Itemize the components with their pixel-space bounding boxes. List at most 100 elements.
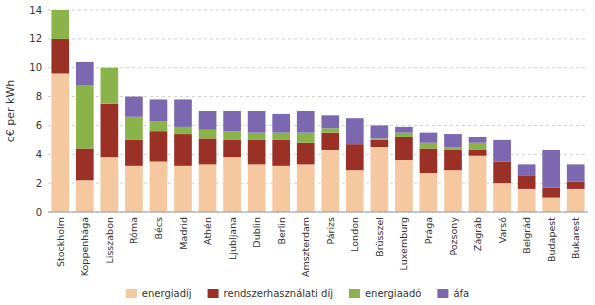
bar-segment bbox=[76, 62, 94, 85]
x-axis-line bbox=[48, 212, 588, 213]
bar-segment bbox=[444, 170, 462, 212]
bar-segment bbox=[493, 162, 511, 184]
bar-segment bbox=[371, 138, 389, 139]
bar-segment bbox=[297, 133, 315, 143]
bar-segment bbox=[272, 140, 290, 166]
bar-segment bbox=[51, 10, 69, 39]
bar-segment bbox=[174, 166, 192, 212]
x-tick-label: Athén bbox=[202, 217, 213, 245]
y-tick-label: 2 bbox=[36, 178, 42, 189]
bar-segment bbox=[125, 166, 143, 212]
bar-segment bbox=[542, 187, 560, 197]
bar-segment bbox=[199, 111, 217, 130]
x-tick-label: Stockholm bbox=[55, 217, 66, 267]
bar-segment bbox=[346, 170, 364, 212]
bar-segment bbox=[223, 157, 241, 212]
bar-segment bbox=[346, 118, 364, 144]
legend-label: energiaadó bbox=[365, 288, 421, 299]
bar-segment bbox=[444, 147, 462, 150]
bar-segment bbox=[76, 149, 94, 181]
bars bbox=[51, 10, 584, 212]
legend: energiadíjrendszerhasználati díjenergiaa… bbox=[126, 288, 469, 299]
legend-swatch bbox=[208, 289, 219, 298]
legend-label: energiadíj bbox=[142, 288, 192, 299]
bar-segment bbox=[321, 115, 339, 128]
bar-segment bbox=[371, 147, 389, 212]
bar-segment bbox=[346, 144, 364, 170]
bar-segment bbox=[125, 140, 143, 166]
bar-segment bbox=[51, 73, 69, 212]
bar-segment bbox=[469, 143, 487, 150]
bar-segment bbox=[297, 111, 315, 133]
bar-segment bbox=[420, 133, 438, 143]
x-tick-label: Budapest bbox=[546, 217, 557, 262]
bar-segment bbox=[420, 149, 438, 174]
bar-segment bbox=[395, 160, 413, 212]
x-tick-label: Brüsszel bbox=[374, 217, 385, 257]
bar-segment bbox=[272, 114, 290, 133]
bar-segment bbox=[444, 150, 462, 170]
x-tick-label: Zágráb bbox=[472, 217, 483, 251]
y-axis: 02468101214 bbox=[29, 5, 42, 218]
bar-segment bbox=[567, 164, 585, 181]
y-tick-label: 6 bbox=[36, 120, 42, 131]
bar-segment bbox=[248, 164, 266, 212]
bar-segment bbox=[493, 183, 511, 212]
bar-segment bbox=[297, 143, 315, 165]
bar-segment bbox=[248, 111, 266, 133]
bar-segment bbox=[321, 128, 339, 132]
y-tick-label: 4 bbox=[36, 149, 42, 160]
x-tick-label: Luxemburg bbox=[398, 217, 409, 270]
bar-segment bbox=[395, 133, 413, 137]
grid-line bbox=[48, 38, 588, 39]
y-tick-label: 0 bbox=[36, 207, 42, 218]
bar-segment bbox=[174, 99, 192, 126]
bar-segment bbox=[321, 133, 339, 150]
bar-segment bbox=[101, 67, 119, 68]
x-tick-label: Amszterdam bbox=[300, 217, 311, 277]
bar-segment bbox=[395, 137, 413, 160]
bar-segment bbox=[542, 150, 560, 188]
bar-segment bbox=[150, 162, 168, 213]
x-axis: StockholmKoppenhágaLisszabonRómaBécsMadr… bbox=[55, 217, 581, 277]
grid bbox=[48, 10, 588, 212]
grid-line bbox=[48, 10, 588, 11]
bar-segment bbox=[76, 180, 94, 212]
bar-segment bbox=[469, 150, 487, 156]
legend-swatch bbox=[349, 289, 360, 298]
legend-item: áfa bbox=[437, 288, 469, 299]
bar-segment bbox=[125, 97, 143, 117]
x-tick-label: Prága bbox=[423, 217, 434, 244]
legend-item: energiadíj bbox=[126, 288, 192, 299]
y-axis-label: c€ per kWh bbox=[4, 80, 17, 143]
bar-segment bbox=[150, 121, 168, 131]
bar-segment bbox=[272, 166, 290, 212]
bar-segment bbox=[444, 134, 462, 147]
x-tick-label: Lisszabon bbox=[104, 217, 115, 264]
bar-segment bbox=[493, 140, 511, 162]
bar-segment bbox=[272, 133, 290, 140]
legend-swatch bbox=[126, 289, 137, 298]
legend-item: energiaadó bbox=[349, 288, 421, 299]
bar-segment bbox=[567, 182, 585, 189]
bar-segment bbox=[51, 39, 69, 74]
bar-segment bbox=[199, 164, 217, 212]
bar-segment bbox=[199, 138, 217, 164]
bar-segment bbox=[420, 173, 438, 212]
grid-line bbox=[48, 212, 588, 213]
bar-segment bbox=[150, 131, 168, 161]
x-tick-label: Bécs bbox=[153, 217, 164, 240]
bar-segment bbox=[371, 140, 389, 147]
x-tick-label: Varsó bbox=[497, 217, 508, 243]
bar-segment bbox=[101, 157, 119, 212]
x-tick-label: London bbox=[349, 217, 360, 252]
legend-swatch bbox=[437, 289, 448, 298]
legend-label: áfa bbox=[453, 288, 469, 299]
y-tick-label: 10 bbox=[29, 62, 42, 73]
bar-segment bbox=[150, 99, 168, 121]
grid-line bbox=[48, 67, 588, 68]
bar-segment bbox=[223, 131, 241, 140]
bar-segment bbox=[469, 137, 487, 143]
bar-segment bbox=[223, 111, 241, 131]
bar-segment bbox=[395, 127, 413, 133]
